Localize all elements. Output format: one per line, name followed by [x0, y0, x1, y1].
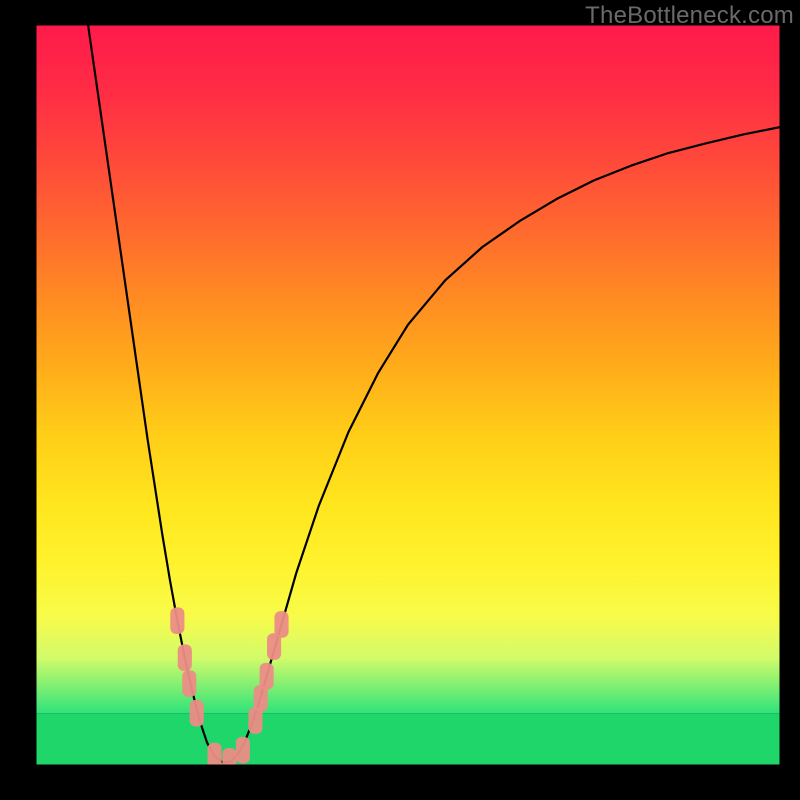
marker [170, 607, 184, 634]
marker [182, 670, 196, 697]
green-band [36, 713, 780, 765]
marker [260, 663, 274, 690]
watermark-text: TheBottleneck.com [585, 2, 794, 30]
marker [274, 611, 288, 638]
gradient-background [36, 25, 780, 713]
marker [178, 644, 192, 671]
marker [190, 700, 204, 727]
marker [236, 737, 250, 764]
bottleneck-chart [0, 0, 800, 800]
